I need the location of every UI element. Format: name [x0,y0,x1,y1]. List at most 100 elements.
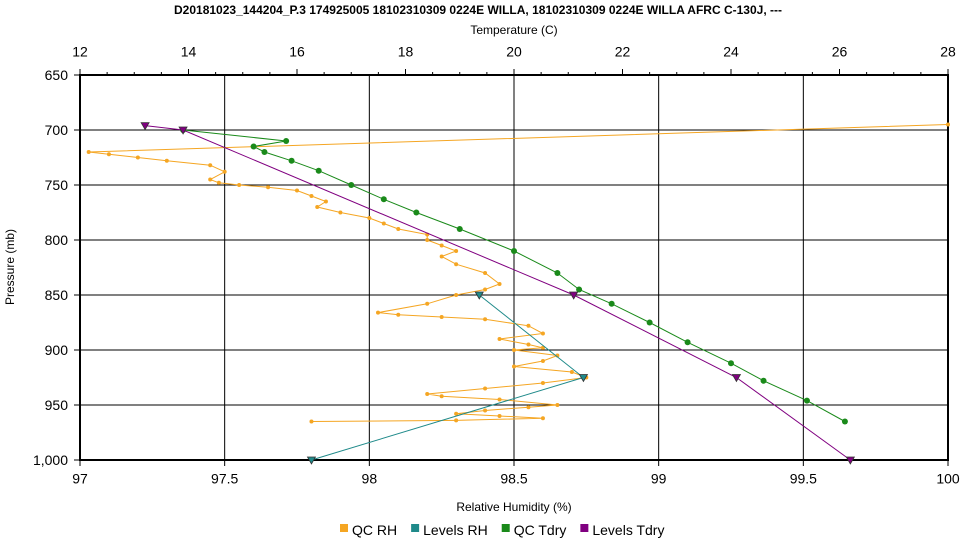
series-levels-tdry [140,122,856,465]
legend-label: QC RH [352,522,397,538]
data-point [348,182,355,188]
top-tick-label: 22 [615,44,631,60]
data-point [135,155,140,160]
bottom-tick-label: 99 [651,471,667,487]
data-point [731,374,742,383]
data-point [315,167,322,174]
y-tick-label: 950 [45,397,69,413]
legend-swatch [501,524,510,532]
data-point [576,286,583,293]
top-axis-label: Temperature (C) [470,23,557,37]
data-point [845,456,856,465]
legend-label: Levels RH [423,522,488,538]
data-point [483,408,488,413]
series-levels-rh [306,291,589,465]
top-axis-ticks: 12 14 16 18 20 22 24 26 28 [72,44,956,75]
data-point [309,194,314,198]
series-qc-rh [86,122,950,424]
data-point [208,163,213,168]
data-point [396,312,401,317]
data-point [425,238,430,242]
top-tick-label: 24 [723,44,739,60]
y-axis-ticks: 650 700 750 800 850 900 950 1,000 [33,67,80,468]
data-point [497,397,502,402]
y-tick-label: 800 [45,232,69,248]
data-point [222,169,227,174]
data-point [578,374,589,383]
data-point [483,271,488,275]
data-point [526,405,531,410]
data-point [946,122,950,127]
data-point [555,403,560,407]
data-point [841,418,848,425]
data-point [216,180,221,185]
data-point [323,199,328,204]
data-point [646,319,653,326]
data-point [376,310,381,315]
legend: QC RH Levels RH QC Tdry Levels Tdry [340,522,664,538]
data-point [413,209,420,216]
bottom-tick-label: 97 [72,471,88,487]
data-point [483,317,488,322]
y-tick-label: 900 [45,342,69,358]
bottom-tick-label: 100 [936,471,960,487]
y-tick-label: 1,000 [33,452,68,468]
data-point [684,339,691,346]
data-point [497,337,502,341]
data-point [540,416,545,421]
legend-label: Levels Tdry [592,522,664,538]
data-point [315,205,320,209]
data-point [540,331,545,336]
chart-title: D20181023_144204_P.3 174925005 181023103… [174,3,782,17]
data-point [497,414,502,418]
top-tick-label: 18 [398,44,414,60]
data-point [266,185,271,190]
data-point [526,342,531,347]
grid [80,75,948,460]
data-point [283,138,290,144]
top-tick-label: 20 [506,44,522,60]
data-point [381,221,386,226]
data-point [439,394,444,399]
top-tick-label: 26 [832,44,848,60]
y-tick-label: 650 [45,67,69,83]
data-point [439,254,444,259]
data-point [803,397,810,404]
legend-swatch [580,524,589,532]
data-point [425,392,430,396]
data-point [439,315,444,319]
data-point [309,419,314,424]
data-point [512,348,516,352]
bottom-tick-label: 98 [362,471,378,487]
data-point [237,183,242,187]
data-point [454,249,459,253]
data-point [454,418,459,423]
data-point [554,270,561,276]
top-tick-label: 14 [181,44,197,60]
data-point [425,301,430,306]
data-point [760,377,767,384]
data-point [526,323,531,328]
data-point [86,150,91,154]
legend-swatch [411,524,420,532]
data-point [208,177,213,182]
y-axis-label: Pressure (mb) [3,229,17,305]
series-line [88,124,949,422]
top-tick-label: 28 [940,44,956,60]
data-point [454,293,459,297]
data-point [396,227,401,231]
data-point [456,226,463,232]
data-point [288,157,295,164]
y-tick-label: 700 [45,122,69,138]
data-point [106,152,111,157]
data-point [540,359,545,363]
bottom-tick-label: 98.5 [500,471,527,487]
data-point [454,262,459,267]
data-point [728,360,734,367]
data-point [568,291,579,300]
data-point [306,456,317,465]
data-point [140,122,150,131]
data-point [454,411,459,416]
series-layer [86,122,950,465]
